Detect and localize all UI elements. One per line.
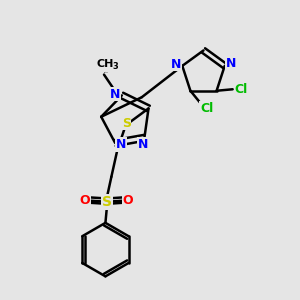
Text: N: N xyxy=(226,57,236,70)
Text: Cl: Cl xyxy=(200,102,213,115)
Text: O: O xyxy=(79,194,90,207)
Text: N: N xyxy=(110,88,121,101)
Text: Cl: Cl xyxy=(234,83,248,96)
Text: S: S xyxy=(122,117,131,130)
Text: CH: CH xyxy=(97,59,114,69)
Text: N: N xyxy=(138,138,148,151)
Text: S: S xyxy=(102,195,112,209)
Text: methyl: methyl xyxy=(104,72,109,73)
Text: 3: 3 xyxy=(112,62,118,71)
Text: O: O xyxy=(122,194,133,207)
Text: N: N xyxy=(116,138,126,151)
Text: N: N xyxy=(171,58,181,71)
